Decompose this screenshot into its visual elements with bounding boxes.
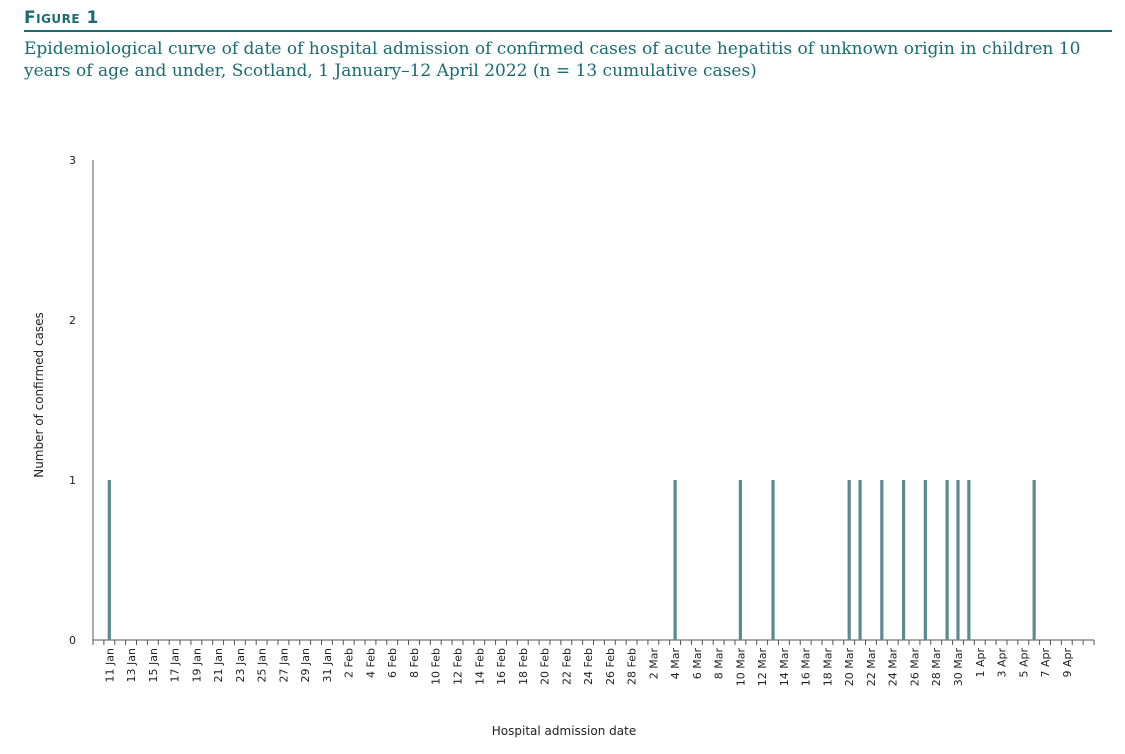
- x-tick-label: 31 Jan: [321, 648, 334, 682]
- x-axis: 11 Jan 13 Jan 15 Jan 17 Jan 19 Jan 21 Jan 23 J…: [92, 639, 1095, 687]
- bar: [901, 480, 906, 640]
- x-tick-label: 12 Mar: [756, 648, 769, 687]
- x-tick-label: 10 Feb: [430, 648, 443, 685]
- x-tick-label: 2 Feb: [343, 648, 356, 678]
- y-axis-title: Number of confirmed cases: [32, 312, 46, 478]
- x-tick-label: 5 Apr: [1017, 648, 1030, 678]
- x-tick-label: 17 Jan: [169, 648, 182, 682]
- x-tick-label: 26 Mar: [908, 648, 921, 687]
- x-tick-label: 18 Mar: [821, 648, 834, 687]
- x-tick-label: 24 Mar: [887, 648, 900, 687]
- y-tick-label: 0: [69, 634, 76, 647]
- x-tick-label: 23 Jan: [234, 648, 247, 682]
- x-tick-label: 1 Apr: [974, 648, 987, 678]
- y-tick-label: 3: [69, 154, 76, 167]
- x-tick-label: 9 Apr: [1061, 648, 1074, 678]
- x-tick-label: 20 Mar: [843, 648, 856, 687]
- bar: [847, 480, 851, 640]
- y-tick-label: 1: [69, 474, 76, 487]
- bar: [771, 480, 775, 640]
- x-tick-label: 26 Feb: [604, 648, 617, 685]
- bar: [956, 480, 960, 640]
- bar: [673, 480, 677, 640]
- x-tick-label: 6 Feb: [386, 648, 399, 678]
- x-tick-label: 8 Feb: [408, 648, 421, 678]
- y-tick-label: 2: [69, 314, 76, 327]
- x-tick-label: 4 Mar: [669, 648, 682, 680]
- x-tick-label: 30 Mar: [952, 648, 965, 687]
- x-tick-label: 4 Feb: [364, 648, 377, 678]
- x-tick-label: 18 Feb: [517, 648, 530, 685]
- x-tick-label: 13 Jan: [125, 648, 138, 682]
- x-axis-title: Hospital admission date: [492, 724, 636, 738]
- x-tick-label: 16 Feb: [495, 648, 508, 685]
- bar: [945, 480, 949, 640]
- x-tick-label: 7 Apr: [1039, 648, 1052, 678]
- x-tick-label: 20 Feb: [539, 648, 552, 685]
- x-tick-label: 3 Apr: [996, 648, 1009, 678]
- bar: [880, 480, 884, 640]
- x-tick-label: 29 Jan: [299, 648, 312, 682]
- bars: [107, 480, 1036, 640]
- x-tick-label: 11 Jan: [103, 648, 116, 682]
- x-tick-label: 19 Jan: [190, 648, 203, 682]
- figure-caption: Epidemiological curve of date of hospita…: [24, 39, 1081, 81]
- x-tick-label: 8 Mar: [713, 648, 726, 680]
- x-tick-label: 14 Feb: [473, 648, 486, 685]
- bar: [738, 480, 742, 640]
- x-tick-label: 12 Feb: [451, 648, 464, 685]
- x-tick-label: 2 Mar: [647, 648, 660, 680]
- x-tick-label: 24 Feb: [582, 648, 595, 685]
- y-axis: 0 1 2 3: [69, 154, 94, 647]
- bar: [923, 480, 927, 640]
- bar: [967, 480, 971, 640]
- bar: [858, 480, 862, 640]
- figure-rule: [24, 30, 1112, 32]
- x-tick-label: 21 Jan: [212, 648, 225, 682]
- x-tick-label: 25 Jan: [256, 648, 269, 682]
- x-tick-label: 28 Feb: [626, 648, 639, 685]
- x-tick-label: 10 Mar: [734, 648, 747, 687]
- x-tick-label: 6 Mar: [691, 648, 704, 680]
- x-tick-label: 22 Feb: [560, 648, 573, 685]
- bar: [1032, 480, 1036, 640]
- bar: [107, 480, 111, 640]
- x-tick-label: 16 Mar: [800, 648, 813, 687]
- x-tick-label: 15 Jan: [147, 648, 160, 682]
- figure-label: Figure 1: [24, 8, 99, 28]
- x-tick-label: 28 Mar: [930, 648, 943, 687]
- x-tick-label: 22 Mar: [865, 648, 878, 687]
- x-tick-label: 14 Mar: [778, 648, 791, 687]
- x-tick-label: 27 Jan: [277, 648, 290, 682]
